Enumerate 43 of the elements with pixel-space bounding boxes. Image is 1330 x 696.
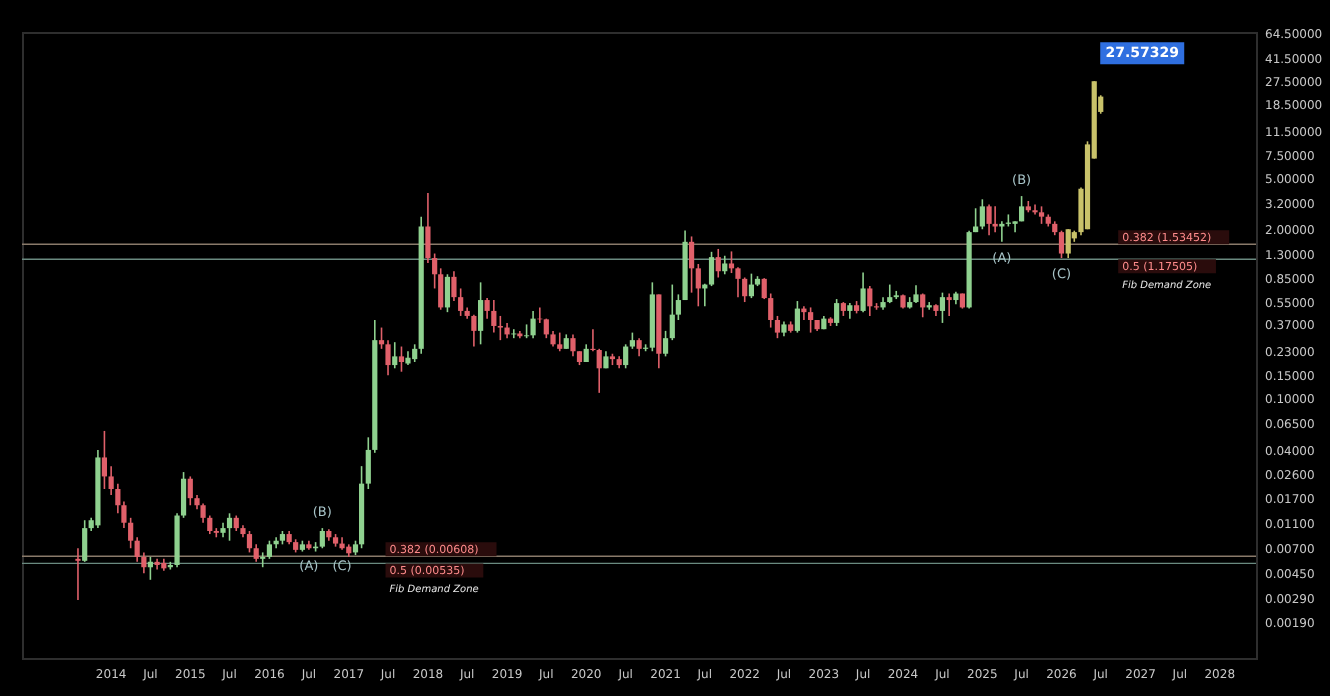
candlestick — [623, 343, 629, 370]
candlestick — [319, 527, 325, 550]
candlestick — [834, 298, 840, 327]
candlestick — [82, 519, 88, 563]
candlestick — [491, 299, 497, 334]
candlestick — [471, 313, 477, 348]
candlestick — [1012, 220, 1018, 233]
candlestick — [187, 475, 193, 507]
candlestick — [260, 551, 266, 569]
candlestick — [794, 300, 800, 334]
candlestick — [392, 341, 398, 370]
candlestick — [246, 530, 253, 554]
candlestick — [867, 285, 873, 317]
candlestick — [1065, 228, 1071, 259]
candlestick — [478, 281, 484, 346]
candlestick — [688, 235, 695, 294]
candlestick — [557, 331, 563, 353]
candlestick — [722, 254, 728, 276]
candlestick — [887, 283, 893, 304]
candlestick — [860, 271, 866, 313]
candlestick — [398, 345, 405, 373]
candlestick — [530, 310, 536, 339]
candlestick — [636, 337, 642, 358]
candlestick — [570, 333, 576, 358]
candlestick — [939, 291, 946, 324]
candlestick — [979, 198, 985, 231]
candlestick — [986, 203, 992, 236]
candlestick — [226, 512, 233, 542]
candlestick — [715, 248, 721, 279]
candlestick — [946, 292, 952, 317]
candlestick — [444, 273, 451, 313]
candlestick — [1018, 195, 1025, 223]
candlestick — [808, 306, 814, 334]
candlestick — [695, 263, 701, 308]
candlestick — [101, 430, 108, 490]
candlestick — [154, 558, 160, 571]
candlestick — [266, 539, 273, 560]
candlestick — [893, 290, 899, 300]
candlestick — [511, 328, 517, 339]
candlestick — [75, 547, 81, 601]
candlestick — [339, 536, 345, 551]
candlestick — [1058, 229, 1065, 259]
candlestick — [748, 272, 755, 299]
